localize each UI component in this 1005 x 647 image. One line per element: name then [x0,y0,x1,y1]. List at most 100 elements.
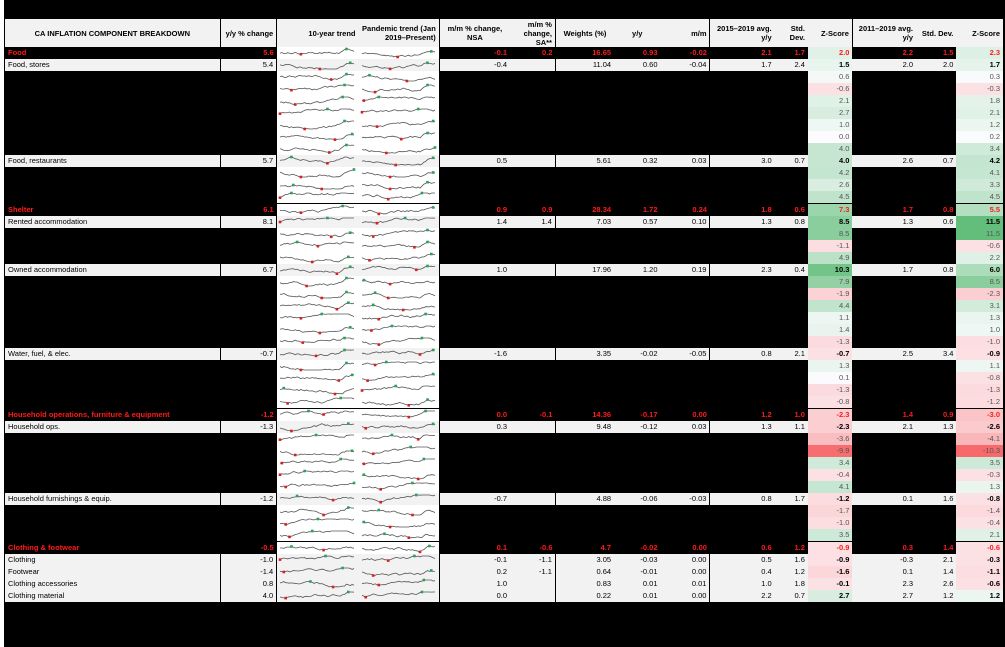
sd1-value: 0.7 [774,590,808,602]
weights-header: Weights (%) [555,19,615,47]
avg1119-value: 2.6 [852,155,917,167]
category-row: Clothing & footwear -0.5 0.1 -0.6 4.7 -0.02 0.… [5,541,1003,554]
sd2-value: 1.4 [916,566,957,578]
empty-cell [510,179,556,191]
empty-cell [614,396,661,409]
z-score-2011-2019: -0.8 [956,493,1003,505]
empty-cell [555,505,615,517]
detail-row: -0.8 -1.2 [5,396,1003,409]
empty-cell [774,336,808,348]
z-score-2015-2019: 7.3 [807,203,853,216]
empty-cell [614,372,661,384]
yy-value: 0.8 [220,578,278,590]
empty-cell [439,191,511,204]
mm-nsa-value: 1.0 [439,578,511,590]
avg1519-value: 1.0 [709,578,775,590]
sd2-value [916,228,957,240]
pandemic-sparkline [358,83,440,95]
yy-value: -1.3 [220,421,278,433]
empty-cell [774,71,808,83]
z-score-2011-2019: 1.2 [956,590,1003,602]
z-score-2015-2019: 0.0 [807,131,853,143]
detail-row: 3.5 2.1 [5,529,1003,542]
pandemic-sparkline [358,445,440,457]
pandemic-sparkline [358,372,440,384]
empty-cell [709,228,775,240]
avg1119-value [852,143,917,155]
empty-cell [774,396,808,409]
z-score-2015-2019: 4.2 [807,167,853,179]
yy-cell [220,143,277,155]
ten-year-sparkline [276,372,359,384]
z-score-2011-2019: 8.5 [956,276,1003,288]
avg1519-value: 1.3 [709,216,775,228]
table-body: Food 5.6 -0.1 0.2 16.65 0.93 -0.02 2.1 1.7 2.0 2.2… [5,47,1003,602]
avg1519-value: 1.7 [709,59,775,71]
contrib-yy-value: 0.93 [614,47,661,59]
empty-cell [660,95,710,107]
empty-cell [614,95,661,107]
empty-cell [774,481,808,493]
empty-cell [510,71,556,83]
ten-year-sparkline [276,578,359,590]
detail-row: 1.0 1.2 [5,119,1003,131]
ten-year-sparkline [276,179,359,191]
z-score-2015-2019: -2.3 [807,421,853,433]
empty-cell [510,276,556,288]
ten-year-sparkline [276,143,359,155]
label-cell [5,336,221,348]
empty-cell [439,179,511,191]
label-cell [5,131,221,143]
avg1519-value: 0.8 [709,348,775,360]
empty-cell [614,71,661,83]
empty-cell [660,372,710,384]
contrib-yy-value: -0.12 [614,421,661,433]
pandemic-sparkline [358,216,440,228]
avg1119-header: 2011–2019 avg. y/y [852,19,917,47]
empty-cell [555,71,615,83]
empty-cell [510,372,556,384]
mm-sa-value: -1.1 [510,554,556,566]
empty-cell [774,505,808,517]
z-score-2015-2019: -1.6 [807,566,853,578]
z-score-2015-2019: -1.0 [807,517,853,529]
empty-cell [439,252,511,264]
trend10-header: 10-year trend [276,19,359,47]
weights-value: 0.22 [555,590,615,602]
empty-cell [439,336,511,348]
empty-cell [510,191,556,204]
ten-year-sparkline [276,566,359,578]
pandemic-sparkline [358,578,440,590]
avg1519-value: 0.6 [709,541,775,554]
ten-year-sparkline [276,71,359,83]
detail-row: 0.0 0.2 [5,131,1003,143]
ten-year-sparkline [276,433,359,445]
yy-value: -1.2 [220,493,278,505]
avg1119-value: 0.1 [852,493,917,505]
contrib-mm-value: -0.03 [660,493,711,505]
empty-cell [774,143,808,155]
yy-cell [220,336,277,348]
sd2-value [916,131,957,143]
yy-value: 8.1 [220,216,278,228]
avg1119-value: 0.1 [852,566,917,578]
avg1119-value [852,179,917,191]
pandemic-header: Pandemic trend (Jan 2019–Present) [358,19,440,47]
empty-cell [510,529,556,542]
empty-cell [555,384,615,396]
avg1119-value [852,71,917,83]
pandemic-sparkline [358,421,440,433]
pandemic-sparkline [358,276,440,288]
mm-nsa-value: 1.4 [439,216,511,228]
pandemic-sparkline [358,541,440,554]
label-cell [5,95,221,107]
sd2-value [916,469,957,481]
z-score-2015-2019: -1.7 [807,505,853,517]
avg1119-value [852,228,917,240]
pandemic-sparkline [358,493,440,505]
table-row: Owned accommodation 6.7 1.0 17.96 1.20 0.19 2.… [5,264,1003,276]
z-score-2011-2019: 0.2 [956,131,1003,143]
sd2-value: 2.1 [916,554,957,566]
mm-sa-value [510,59,556,71]
empty-cell [709,276,775,288]
